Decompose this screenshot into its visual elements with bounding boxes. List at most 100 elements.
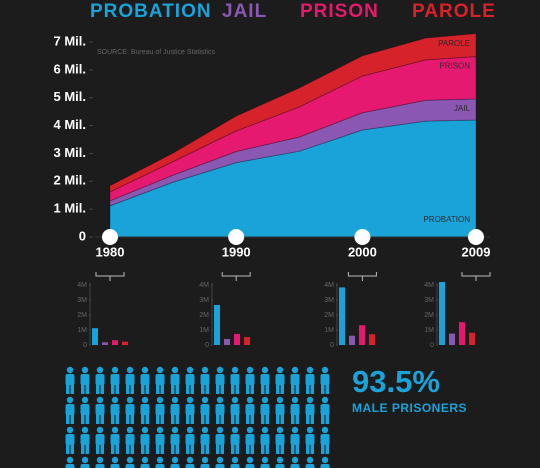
series-label: JAIL [454,104,471,113]
person-leg [205,414,209,424]
y-tick-label: 4M [424,282,434,289]
person-icon [80,456,90,468]
person-icon [95,366,105,394]
person-body [155,404,165,415]
y-tick-label: 4 Mil. [53,117,86,132]
person-icon [170,396,180,424]
person-icon [290,366,300,394]
person-leg [321,384,325,394]
person-leg [276,414,280,424]
person-body [185,404,195,415]
person-leg [310,414,314,424]
person-icon [110,456,120,468]
person-leg [100,384,104,394]
person-body [185,464,195,468]
person-icon [65,366,75,394]
person-icon [110,396,120,424]
person-icon [155,426,165,454]
person-leg [235,414,239,424]
legend-entry: PRISON [300,1,379,22]
person-leg [246,444,250,454]
y-tick-label: 2M [77,312,87,319]
person-icon [110,426,120,454]
person-body [170,434,180,445]
person-icon [110,366,120,394]
bar [214,304,220,345]
person-icon [140,396,150,424]
person-icon [290,426,300,454]
person-body [260,404,270,415]
person-icon [245,366,255,394]
y-tick-label: 3 Mil. [53,145,86,160]
person-body [95,404,105,415]
person-head [156,426,164,434]
y-tick-label: 1 Mil. [53,201,86,216]
person-body [125,464,135,468]
y-tick-label: 4M [77,282,87,289]
y-tick-label: 0 [430,342,434,349]
bar [112,340,118,345]
person-icon [245,396,255,424]
person-body [215,374,225,385]
person-head [81,426,89,434]
person-leg [325,444,329,454]
bracket [461,272,491,281]
person-leg [171,414,175,424]
person-head [156,366,164,374]
person-body [245,374,255,385]
person-icon [215,456,225,468]
person-leg [216,414,220,424]
person-leg [111,444,115,454]
person-leg [190,444,194,454]
person-body [245,464,255,468]
person-head [216,396,224,404]
person-leg [115,414,119,424]
person-leg [126,444,130,454]
person-leg [246,414,250,424]
person-body [290,464,300,468]
person-leg [141,414,145,424]
person-body [155,464,165,468]
person-leg [111,384,115,394]
area [109,33,477,193]
stat-label: MALE PRISONERS [352,401,467,415]
person-leg [145,444,149,454]
person-leg [100,444,104,454]
person-icon [170,456,180,468]
person-leg [276,444,280,454]
person-icon [170,366,180,394]
person-leg [81,444,85,454]
person-leg [205,444,209,454]
person-leg [265,384,269,394]
x-tick-label: 1980 [96,244,125,259]
bar [102,342,108,345]
person-leg [141,444,145,454]
person-leg [130,444,134,454]
person-head [276,366,284,374]
person-body [65,464,75,468]
person-head [321,396,329,404]
x-tick-label: 2009 [462,244,491,259]
y-tick-label: 2M [324,312,334,319]
person-icon [95,456,105,468]
person-head [306,396,314,404]
person-body [290,404,300,415]
person-icon [260,366,270,394]
person-head [246,426,254,434]
bar [224,339,230,345]
person-leg [246,384,250,394]
person-body [170,374,180,385]
person-head [216,426,224,434]
person-body [320,404,330,415]
bar [369,334,375,345]
person-body [260,464,270,468]
person-head [306,366,314,374]
y-tick-label: 0 [205,342,209,349]
x-tick [102,229,118,245]
person-leg [175,444,179,454]
person-body [260,374,270,385]
person-head [111,396,119,404]
person-head [261,456,269,464]
person-leg [321,414,325,424]
person-leg [306,414,310,424]
